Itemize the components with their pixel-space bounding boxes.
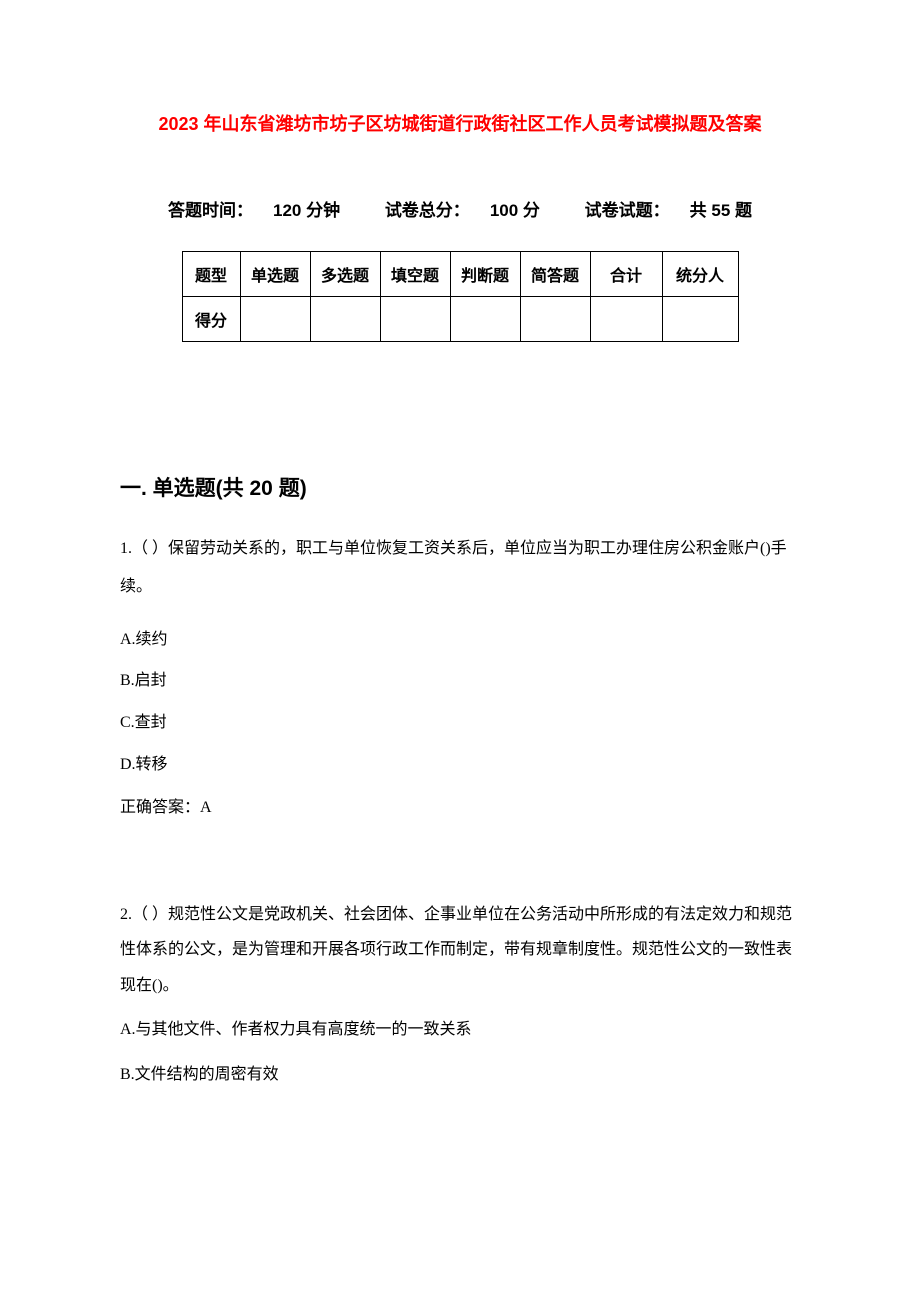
question-text: 2.（ ）规范性公文是党政机关、社会团体、企事业单位在公务活动中所形成的有法定效… [120,897,800,1003]
score-cell [450,297,520,342]
section-heading: 一. 单选题(共 20 题) [120,472,800,502]
total-label: 试卷总分：100 分 [375,201,550,220]
col-header: 多选题 [310,252,380,297]
col-header: 填空题 [380,252,450,297]
correct-answer: 正确答案：A [120,793,800,817]
question-text: 1.（ ）保留劳动关系的，职工与单位恢复工资关系后，单位应当为职工办理住房公积金… [120,530,800,607]
option-d: D.转移 [120,752,800,778]
score-cell [590,297,662,342]
col-header: 判断题 [450,252,520,297]
option-a: A.与其他文件、作者权力具有高度统一的一致关系 [120,1017,800,1043]
score-cell [380,297,450,342]
option-b: B.文件结构的周密有效 [120,1062,800,1088]
score-table: 题型 单选题 多选题 填空题 判断题 简答题 合计 统分人 得分 [182,251,739,342]
option-a: A.续约 [120,627,800,653]
table-score-row: 得分 [182,297,738,342]
col-header: 合计 [590,252,662,297]
table-header-row: 题型 单选题 多选题 填空题 判断题 简答题 合计 统分人 [182,252,738,297]
options-list: A.续约 B.启封 C.查封 D.转移 [120,627,800,777]
score-cell [310,297,380,342]
col-header: 统分人 [662,252,738,297]
row-label: 题型 [182,252,240,297]
question-block-1: 1.（ ）保留劳动关系的，职工与单位恢复工资关系后，单位应当为职工办理住房公积金… [120,530,800,817]
option-b: B.启封 [120,668,800,694]
time-label: 答题时间：120 分钟 [158,201,350,220]
option-c: C.查封 [120,710,800,736]
col-header: 单选题 [240,252,310,297]
row-label: 得分 [182,297,240,342]
exam-meta: 答题时间：120 分钟 试卷总分：100 分 试卷试题：共 55 题 [120,196,800,221]
question-block-2: 2.（ ）规范性公文是党政机关、社会团体、企事业单位在公务活动中所形成的有法定效… [120,897,800,1088]
col-header: 简答题 [520,252,590,297]
score-cell [662,297,738,342]
score-cell [520,297,590,342]
document-title: 2023 年山东省潍坊市坊子区坊城街道行政街社区工作人员考试模拟题及答案 [120,110,800,136]
score-cell [240,297,310,342]
count-label: 试卷试题：共 55 题 [575,201,762,220]
options-list: A.与其他文件、作者权力具有高度统一的一致关系 B.文件结构的周密有效 [120,1017,800,1088]
